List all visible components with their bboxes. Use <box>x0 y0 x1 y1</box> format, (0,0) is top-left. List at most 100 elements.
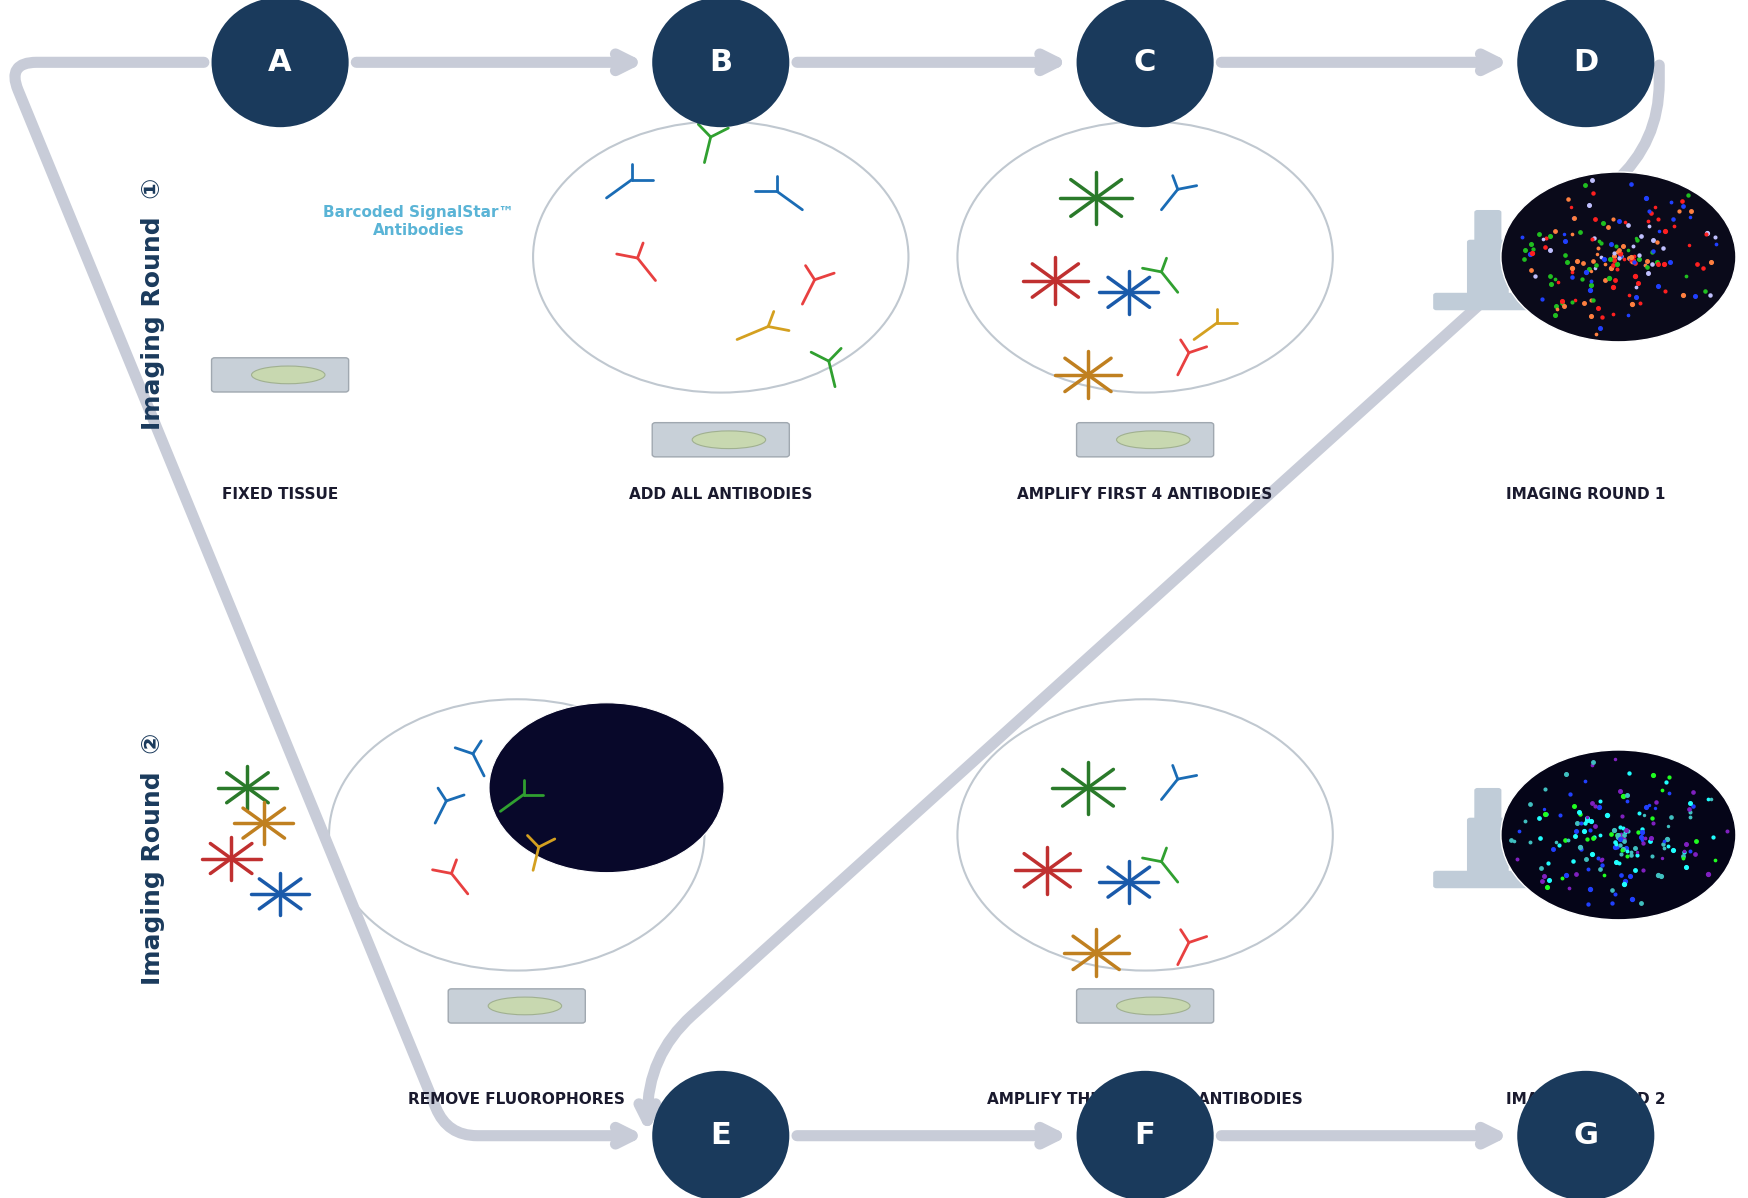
Text: Imaging Round  ②: Imaging Round ② <box>140 732 164 985</box>
Point <box>1573 859 1601 878</box>
Point <box>1507 228 1535 247</box>
Point <box>1580 255 1608 274</box>
Text: FIXED TISSUE: FIXED TISSUE <box>222 486 337 502</box>
Point <box>1596 235 1624 254</box>
Point <box>1549 224 1577 243</box>
Point <box>1540 270 1568 289</box>
Point <box>1601 271 1629 290</box>
Ellipse shape <box>652 1071 788 1198</box>
Point <box>1596 259 1624 278</box>
Point <box>1531 237 1559 256</box>
Point <box>1633 258 1661 277</box>
Point <box>1613 821 1641 840</box>
Point <box>1578 291 1606 310</box>
Point <box>1564 837 1592 857</box>
Point <box>1585 791 1613 810</box>
Point <box>1673 186 1701 205</box>
Point <box>1561 822 1589 841</box>
Point <box>1563 813 1591 833</box>
Point <box>1701 235 1729 254</box>
Point <box>1606 845 1634 864</box>
Point <box>1654 783 1682 803</box>
Text: IMAGING ROUND 2: IMAGING ROUND 2 <box>1505 1093 1664 1107</box>
Circle shape <box>1500 750 1736 920</box>
Point <box>1605 248 1633 267</box>
Point <box>1648 835 1676 854</box>
Point <box>1603 825 1631 845</box>
Point <box>1624 823 1652 842</box>
Point <box>1606 243 1634 262</box>
Point <box>1606 247 1634 266</box>
Text: REMOVE FLUOROPHORES: REMOVE FLUOROPHORES <box>407 1093 624 1107</box>
Point <box>1552 764 1580 783</box>
Point <box>1682 254 1710 273</box>
Point <box>1559 795 1587 815</box>
Point <box>1585 234 1613 253</box>
Point <box>1631 798 1659 817</box>
Point <box>1652 829 1680 848</box>
Point <box>1619 252 1647 271</box>
Point <box>1521 266 1549 285</box>
Point <box>1577 793 1605 812</box>
Point <box>1615 252 1643 271</box>
Circle shape <box>489 703 724 872</box>
Point <box>1591 271 1619 290</box>
Point <box>1638 766 1666 785</box>
Point <box>1496 830 1524 849</box>
Point <box>1500 831 1528 851</box>
Point <box>1554 878 1582 897</box>
Point <box>1668 285 1696 304</box>
Point <box>1577 272 1605 291</box>
Point <box>1605 244 1633 264</box>
Point <box>1589 249 1617 268</box>
Point <box>1617 253 1645 272</box>
Point <box>1580 797 1608 816</box>
Point <box>1550 865 1578 884</box>
Point <box>1636 807 1664 827</box>
Point <box>1585 851 1613 870</box>
Circle shape <box>956 700 1332 970</box>
Text: C: C <box>1133 48 1155 77</box>
Point <box>1657 210 1685 229</box>
Point <box>1561 291 1589 310</box>
Point <box>1564 804 1592 823</box>
Point <box>1535 241 1563 260</box>
Point <box>1524 224 1552 243</box>
Point <box>1675 236 1703 255</box>
FancyBboxPatch shape <box>212 358 348 392</box>
Point <box>1580 210 1608 229</box>
Point <box>1582 849 1610 869</box>
Point <box>1535 226 1563 246</box>
Point <box>1530 800 1557 819</box>
FancyBboxPatch shape <box>1467 818 1509 876</box>
Point <box>1573 195 1601 214</box>
Point <box>1510 240 1538 259</box>
Point <box>1634 211 1662 230</box>
Point <box>1543 836 1571 855</box>
Point <box>1578 229 1606 248</box>
Point <box>1542 300 1570 319</box>
Point <box>1503 822 1531 841</box>
Point <box>1536 274 1564 294</box>
Point <box>1638 255 1666 274</box>
Point <box>1617 889 1645 908</box>
Point <box>1594 249 1622 268</box>
Point <box>1655 193 1683 212</box>
Point <box>1568 270 1596 289</box>
Point <box>1530 779 1557 798</box>
Point <box>1671 266 1699 285</box>
Circle shape <box>329 700 704 970</box>
Point <box>1610 829 1638 848</box>
Point <box>1612 786 1640 805</box>
Point <box>1552 190 1580 210</box>
Point <box>1631 828 1659 847</box>
Point <box>1502 849 1530 869</box>
Point <box>1671 858 1699 877</box>
Point <box>1568 253 1596 272</box>
Point <box>1696 252 1724 271</box>
Point <box>1626 226 1654 246</box>
Point <box>1620 278 1648 297</box>
Point <box>1671 835 1699 854</box>
Point <box>1571 262 1599 282</box>
Ellipse shape <box>1077 0 1213 127</box>
